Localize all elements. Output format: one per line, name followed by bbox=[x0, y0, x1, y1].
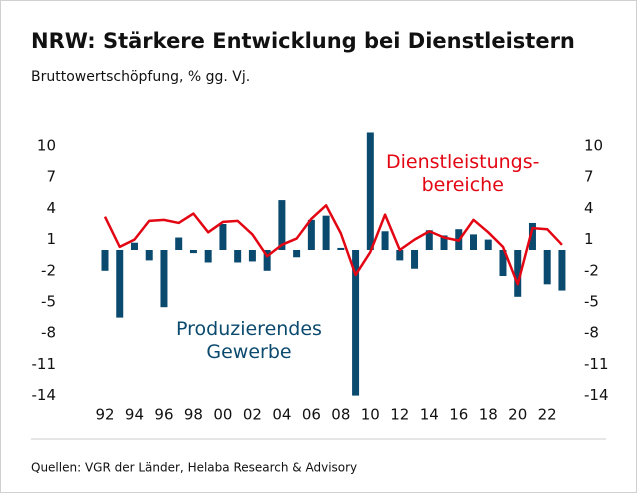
x-tick-label: 06 bbox=[302, 406, 321, 424]
y2-tick-label: 7 bbox=[584, 168, 594, 186]
bar-label: Produzierendes Gewerbe bbox=[176, 318, 322, 363]
x-tick-label: 10 bbox=[361, 406, 380, 424]
x-tick-label: 12 bbox=[390, 406, 409, 424]
bar bbox=[175, 237, 183, 250]
bar bbox=[411, 250, 419, 269]
bar bbox=[101, 250, 109, 271]
x-tick-label: 92 bbox=[95, 406, 114, 424]
bar bbox=[145, 250, 153, 261]
x-tick-label: 18 bbox=[479, 406, 498, 424]
bar bbox=[484, 239, 492, 250]
x-tick-label: 14 bbox=[420, 406, 439, 424]
chart-subtitle: Bruttowertschöpfung, % gg. Vj. bbox=[31, 69, 250, 85]
y2-tick-label: -2 bbox=[584, 261, 599, 279]
bar bbox=[499, 250, 507, 276]
y-tick-label: -2 bbox=[41, 261, 56, 279]
bar bbox=[204, 250, 212, 263]
y2-tick-label: -8 bbox=[584, 324, 599, 342]
x-tick-label: 04 bbox=[272, 406, 291, 424]
bar bbox=[337, 247, 345, 250]
bar bbox=[543, 250, 551, 285]
y-tick-label: 1 bbox=[46, 230, 56, 248]
bar bbox=[130, 242, 138, 250]
source: Quellen: VGR der Länder, Helaba Research… bbox=[31, 461, 357, 475]
y-tick-label: -5 bbox=[41, 293, 56, 311]
y2-tick-label: -11 bbox=[584, 355, 609, 373]
line-label: Dienstleistungs- bereiche bbox=[386, 151, 540, 196]
y-tick-label: -11 bbox=[32, 355, 57, 373]
bar bbox=[514, 250, 522, 297]
bar bbox=[278, 200, 286, 250]
x-tick-label: 20 bbox=[508, 406, 527, 424]
bar bbox=[219, 224, 227, 250]
bar bbox=[189, 250, 197, 254]
x-tick-label: 08 bbox=[331, 406, 350, 424]
x-tick-label: 94 bbox=[125, 406, 144, 424]
y2-tick-label: 1 bbox=[584, 230, 594, 248]
y2-tick-label: 4 bbox=[584, 199, 594, 217]
bar bbox=[160, 250, 168, 308]
y-tick-label: -14 bbox=[32, 386, 57, 404]
bar bbox=[558, 250, 566, 291]
y2-tick-label: -5 bbox=[584, 293, 599, 311]
bar bbox=[263, 250, 271, 271]
y-tick-label: 10 bbox=[37, 137, 56, 155]
bar bbox=[528, 222, 536, 250]
bar bbox=[470, 234, 477, 250]
y-tick-label: 4 bbox=[46, 199, 56, 217]
bar bbox=[381, 231, 389, 250]
bar bbox=[396, 250, 404, 261]
bar bbox=[440, 235, 448, 250]
bar bbox=[248, 250, 256, 262]
bar bbox=[425, 230, 433, 250]
x-tick-label: 22 bbox=[538, 406, 557, 424]
line bbox=[103, 204, 563, 286]
bar bbox=[352, 250, 360, 396]
bar bbox=[293, 250, 301, 258]
y-tick-label: -8 bbox=[41, 324, 56, 342]
x-tick-label: 98 bbox=[184, 406, 203, 424]
y-tick-label: 7 bbox=[46, 168, 56, 186]
bar bbox=[366, 132, 374, 250]
y2-tick-label: 10 bbox=[584, 137, 603, 155]
bar bbox=[307, 219, 315, 250]
y2-tick-label: -14 bbox=[584, 386, 609, 404]
x-tick-label: 00 bbox=[213, 406, 232, 424]
x-tick-label: 02 bbox=[243, 406, 262, 424]
chart-title: NRW: Stärkere Entwicklung bei Dienstleis… bbox=[31, 29, 575, 53]
x-tick-label: 96 bbox=[154, 406, 173, 424]
bar bbox=[116, 250, 124, 318]
bar bbox=[234, 250, 242, 263]
x-tick-label: 16 bbox=[449, 406, 468, 424]
bar bbox=[322, 215, 330, 250]
